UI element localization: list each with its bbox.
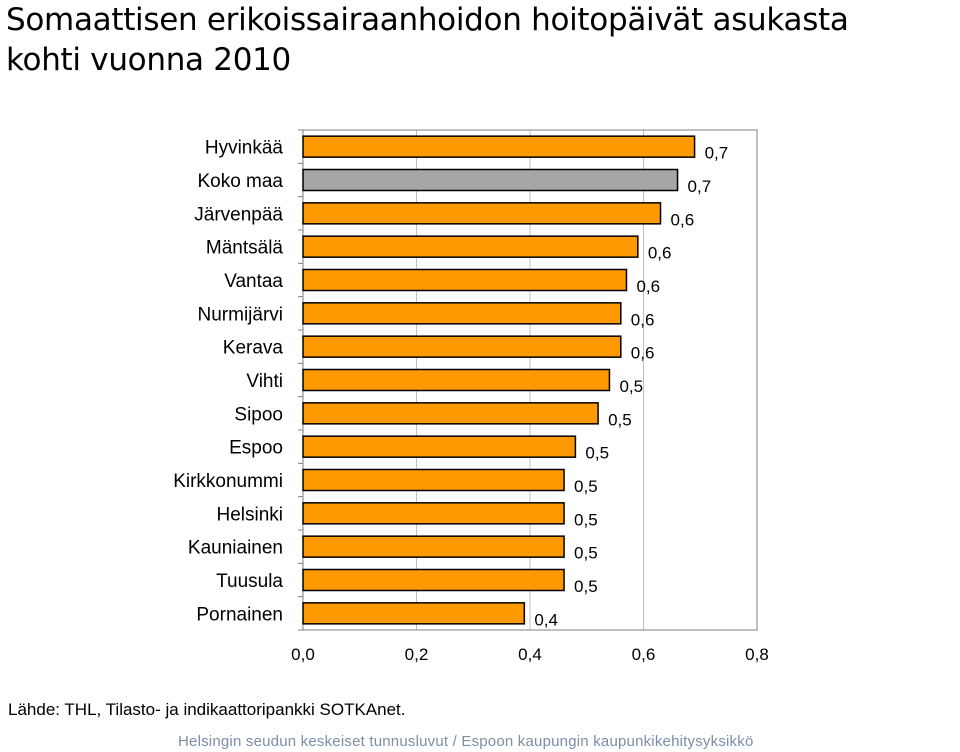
category-label: Kerava [223, 338, 284, 359]
category-label: Vihti [246, 371, 283, 392]
data-label: 0,6 [671, 210, 695, 229]
category-label: Mäntsälä [206, 238, 284, 259]
footer-credit: Helsingin seudun keskeiset tunnusluvut /… [178, 733, 754, 750]
bar [302, 468, 565, 492]
chart-title-line-1: Somaattisen erikoissairaanhoidon hoitopä… [6, 2, 849, 38]
bar-chart: Hyvinkää 0,7 Koko maa 0,7 Järvenpää 0,6 Mäntsä… [173, 129, 769, 664]
data-label: 0,7 [688, 177, 712, 196]
chart-title: Somaattisen erikoissairaanhoidon hoitopä… [6, 0, 849, 80]
x-tick-label: 0,6 [632, 645, 656, 664]
category-label: Koko maa [197, 171, 283, 192]
bar [302, 235, 639, 258]
category-label: Järvenpää [194, 204, 283, 225]
data-label: 0,5 [574, 544, 598, 563]
source-note: Lähde: THL, Tilasto- ja indikaattoripank… [8, 700, 406, 719]
bar [302, 268, 628, 292]
category-label: Hyvinkää [205, 138, 284, 159]
bar [302, 368, 611, 392]
bar [302, 402, 599, 425]
x-tick-label: 0,4 [518, 645, 542, 664]
x-tick-label: 0,2 [405, 645, 429, 664]
bar [302, 502, 565, 525]
category-label: Kauniainen [188, 538, 283, 559]
bar [302, 602, 526, 625]
category-label: Vantaa [224, 271, 283, 292]
data-label: 0,5 [574, 477, 598, 496]
bar [302, 302, 622, 325]
data-label: 0,7 [705, 144, 729, 163]
bar [302, 335, 622, 358]
bar [302, 202, 662, 225]
category-label: Espoo [229, 438, 283, 459]
chart-title-line-2: kohti vuonna 2010 [6, 42, 291, 78]
bar [302, 568, 565, 592]
category-label: Kirkkonummi [173, 471, 283, 492]
data-label: 0,6 [631, 310, 655, 329]
bar [302, 535, 565, 558]
data-label: 0,6 [648, 244, 672, 263]
data-label: 0,6 [631, 344, 655, 363]
category-label: Tuusula [216, 571, 283, 592]
data-label: 0,6 [636, 277, 660, 296]
category-label: Helsinki [216, 504, 283, 525]
data-label: 0,4 [534, 610, 558, 629]
category-label: Nurmijärvi [198, 304, 284, 325]
data-label: 0,5 [585, 444, 609, 463]
bar [302, 135, 696, 158]
data-label: 0,5 [608, 410, 632, 429]
category-label: Pornainen [196, 604, 283, 625]
data-label: 0,5 [619, 377, 643, 396]
x-tick-label: 0,0 [291, 645, 315, 664]
x-tick-label: 0,8 [745, 645, 769, 664]
bar [302, 435, 577, 458]
data-label: 0,5 [574, 510, 598, 529]
category-label: Sipoo [234, 404, 283, 425]
bar [302, 168, 679, 192]
data-label: 0,5 [574, 577, 598, 596]
